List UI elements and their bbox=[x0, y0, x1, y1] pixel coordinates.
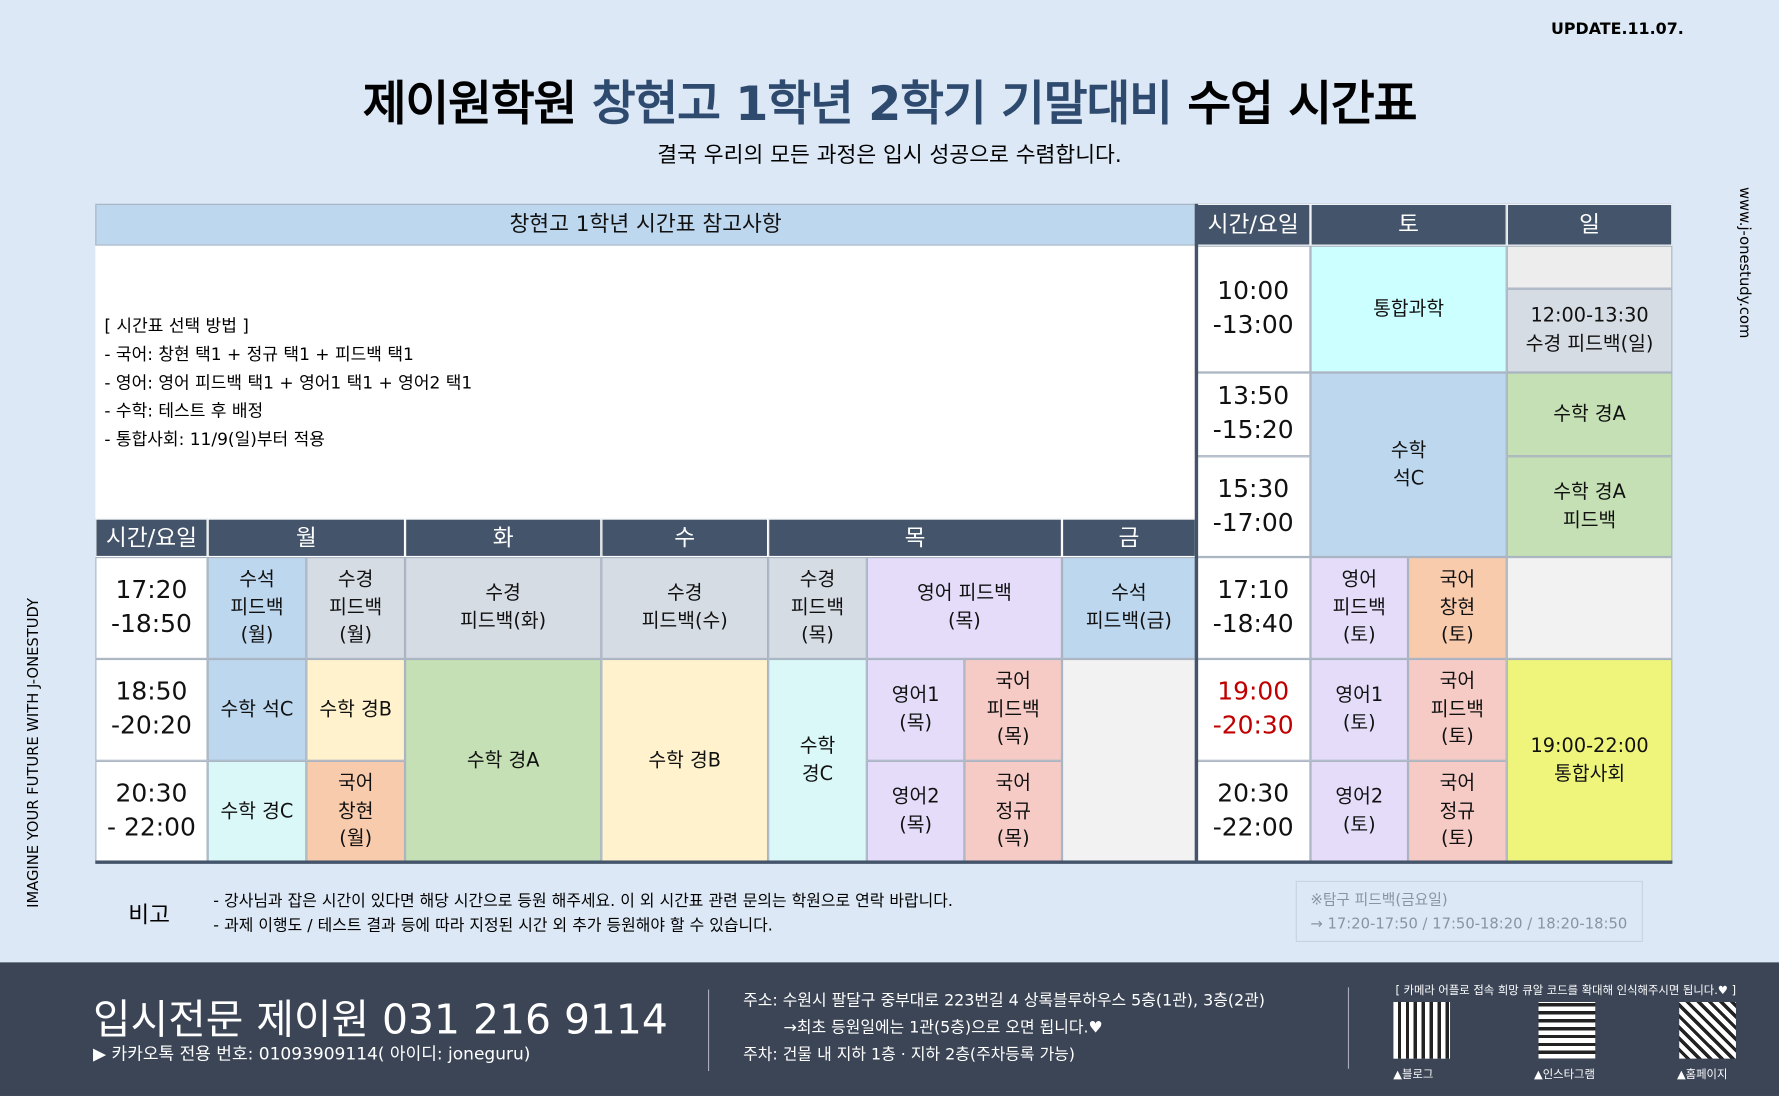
class-cell: 수학 경A bbox=[405, 658, 602, 863]
divider bbox=[707, 989, 710, 1072]
column-header: 시간/요일 bbox=[1195, 203, 1311, 246]
time-slot: 20:30 -22:00 bbox=[1195, 760, 1311, 863]
text-line: - 수학: 테스트 후 배정 bbox=[104, 400, 264, 422]
class-cell: 수학 경B bbox=[306, 658, 406, 761]
text-line: → 17:20-17:50 / 17:50-18:20 / 18:20-18:5… bbox=[1310, 915, 1628, 933]
title: 제이원학원 창현고 1학년 2학기 기말대비 수업 시간표 bbox=[0, 66, 1779, 135]
column-header: 수 bbox=[601, 518, 769, 558]
class-cell: 국어 정규 (목) bbox=[964, 760, 1062, 863]
class-cell: 수경 피드백(화) bbox=[405, 557, 602, 659]
time-slot: 18:50 -20:20 bbox=[95, 658, 208, 761]
time-slot: 13:50 -15:20 bbox=[1195, 372, 1311, 457]
text-line: - 국어: 창현 택1 + 정규 택1 + 피드백 택1 bbox=[104, 344, 414, 365]
qr-code bbox=[1679, 1001, 1736, 1059]
column-header: 시간/요일 bbox=[95, 518, 208, 558]
class-cell: 수학 경A bbox=[1506, 372, 1673, 457]
title-academy: 제이원학원 bbox=[362, 75, 578, 132]
class-cell: 통합과학 bbox=[1310, 245, 1507, 373]
time-slot: 19:00 -20:30 bbox=[1195, 658, 1311, 761]
time-slot: 20:30 - 22:00 bbox=[95, 760, 208, 863]
divider bbox=[1347, 987, 1350, 1069]
footer: 입시전문 제이원 031 216 9114 ▶ 카카오톡 전용 번호: 0109… bbox=[0, 962, 1779, 1096]
column-header: 목 bbox=[768, 518, 1062, 558]
table-rule bbox=[95, 860, 1673, 864]
text-line: →최초 등원일에는 1관(5층)으로 오면 됩니다.♥ bbox=[743, 1018, 1103, 1038]
time-slot: 17:10 -18:40 bbox=[1195, 557, 1311, 659]
remarks-box: ※탐구 피드백(금요일) → 17:20-17:50 / 17:50-18:20 … bbox=[1295, 880, 1643, 942]
class-cell: 영어2 (목) bbox=[866, 760, 965, 863]
update: UPDATE.11.07. bbox=[1550, 20, 1684, 39]
class-cell: 국어 피드백 (목) bbox=[964, 658, 1062, 761]
class-cell: 수경 피드백 (월) bbox=[306, 557, 406, 659]
class-cell: 국어 피드백 (토) bbox=[1408, 658, 1507, 761]
class-cell: 수학 경C bbox=[207, 760, 307, 863]
class-cell: 국어 창현 (토) bbox=[1408, 557, 1507, 659]
footer-phone: 입시전문 제이원 031 216 9114 bbox=[93, 997, 668, 1044]
class-cell: 수학 석C bbox=[1310, 372, 1507, 558]
side-text: www.j-onestudy.com bbox=[1735, 186, 1753, 339]
subtitle: 결국 우리의 모든 과정은 입시 성공으로 수렴합니다. bbox=[657, 142, 1122, 168]
time-slot: 17:20 -18:50 bbox=[95, 557, 208, 659]
qr-label: ▲홈페이지 bbox=[1676, 1068, 1728, 1082]
column-header: 토 bbox=[1310, 203, 1507, 246]
class-cell: 수석 피드백(금) bbox=[1061, 557, 1196, 659]
class-cell: 19:00-22:00 통합사회 bbox=[1506, 658, 1673, 863]
text-line: - 영어: 영어 피드백 택1 + 영어1 택1 + 영어2 택1 bbox=[104, 372, 473, 393]
class-cell: 영어1 (토) bbox=[1310, 658, 1409, 761]
title-end: 수업 시간표 bbox=[1187, 75, 1417, 132]
class-cell: 영어 피드백 (토) bbox=[1310, 557, 1409, 659]
class-cell: 국어 창현 (월) bbox=[306, 760, 406, 863]
text-line: 주소: 수원시 팔달구 중부대로 223번길 4 상록블루하우스 5층(1관),… bbox=[743, 991, 1265, 1010]
remarks: - 강사님과 잡은 시간이 있다면 해당 시간으로 등원 해주세요. 이 외 시… bbox=[213, 889, 953, 939]
qr-code bbox=[1393, 1001, 1451, 1059]
footer-address: 주소: 수원시 팔달구 중부대로 223번길 4 상록블루하우스 5층(1관),… bbox=[743, 987, 1265, 1069]
class-cell: 수학 경C bbox=[768, 658, 867, 863]
text-line: 주차: 건물 내 지하 1층 · 지하 2층(주차등록 가능) bbox=[743, 1046, 1075, 1065]
class-cell: 12:00-13:30 수경 피드백(일) bbox=[1506, 288, 1673, 373]
column-header: 화 bbox=[405, 518, 602, 558]
title-course: 창현고 1학년 2학기 기말대비 bbox=[591, 75, 1173, 132]
text-line: - 과제 이행도 / 테스트 결과 등에 따라 지정된 시간 외 추가 등원해야… bbox=[213, 917, 773, 936]
qr-label: ▲인스타그램 bbox=[1533, 1068, 1595, 1082]
column-header: 월 bbox=[207, 518, 406, 558]
column-header: 일 bbox=[1506, 203, 1673, 246]
side-text: IMAGINE YOUR FUTURE WITH J-ONESTUDY bbox=[25, 597, 43, 908]
class-cell: 수경 피드백 (목) bbox=[768, 557, 867, 659]
class-cell: 수학 석C bbox=[207, 658, 307, 761]
notes-body bbox=[95, 245, 1196, 519]
class-cell: 영어2 (토) bbox=[1310, 760, 1409, 863]
table-divider bbox=[1194, 203, 1199, 863]
text-line: - 강사님과 잡은 시간이 있다면 해당 시간으로 등원 해주세요. 이 외 시… bbox=[213, 892, 953, 911]
class-cell: 수학 경A 피드백 bbox=[1506, 456, 1673, 558]
qr-code bbox=[1538, 1001, 1596, 1059]
class-cell: 영어 피드백 (목) bbox=[866, 557, 1062, 659]
notes-heading: 창현고 1학년 시간표 참고사항 bbox=[95, 203, 1196, 246]
empty-cell bbox=[1506, 245, 1673, 289]
notes-lines: [ 시간표 선택 방법 ] - 국어: 창현 택1 + 정규 택1 + 피드백 택… bbox=[104, 312, 472, 454]
text-line: [ 시간표 선택 방법 ] bbox=[104, 315, 249, 337]
class-cell: 영어1 (목) bbox=[866, 658, 965, 761]
time-slot: 10:00 -13:00 bbox=[1195, 245, 1311, 373]
column-header: 금 bbox=[1061, 518, 1196, 558]
empty-cell bbox=[1061, 658, 1196, 863]
qr-note: [ 카메라 어플로 접속 희망 큐알 코드를 확대해 인식해주시면 됩니다.♥ … bbox=[1395, 985, 1737, 998]
remarks-label: 비고 bbox=[128, 901, 170, 929]
qr-label: ▲블로그 bbox=[1393, 1068, 1434, 1082]
text-line: ※탐구 피드백(금요일) bbox=[1310, 892, 1448, 910]
time-slot: 15:30 -17:00 bbox=[1195, 456, 1311, 558]
class-cell: 수경 피드백(수) bbox=[601, 557, 769, 659]
footer-kakao: ▶ 카카오톡 전용 번호: 01093909114( 아이디: joneguru… bbox=[93, 1043, 531, 1065]
class-cell: 수석 피드백 (월) bbox=[207, 557, 307, 659]
empty-cell bbox=[1506, 557, 1673, 659]
class-cell: 국어 정규 (토) bbox=[1408, 760, 1507, 863]
text-line: - 통합사회: 11/9(일)부터 적용 bbox=[104, 429, 325, 450]
class-cell: 수학 경B bbox=[601, 658, 769, 863]
